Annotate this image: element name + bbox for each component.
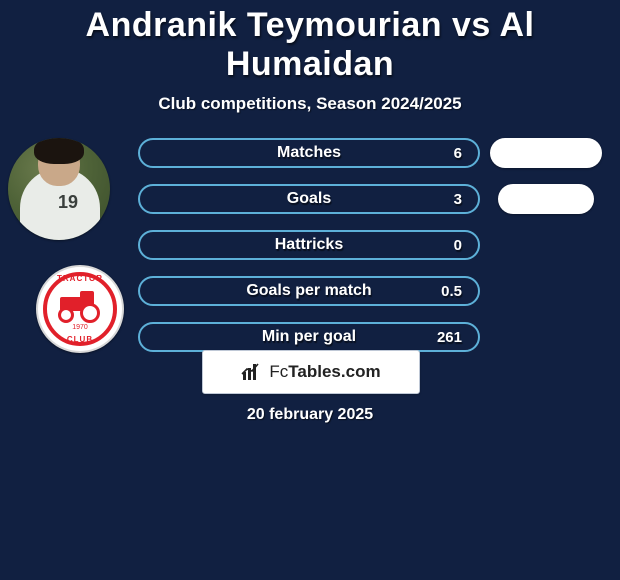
brand-text-rest: Tables.com bbox=[288, 362, 380, 381]
player2-club-badge: TRACTOR 1970 CLUB bbox=[36, 265, 124, 353]
brand-text-fc: Fc bbox=[269, 362, 288, 381]
stat-label: Goals bbox=[140, 186, 478, 212]
stat-row-matches: Matches 6 bbox=[138, 138, 480, 168]
stat-value-left: 0.5 bbox=[441, 278, 462, 304]
stat-value-left: 0 bbox=[454, 232, 462, 258]
badge-top-text: TRACTOR bbox=[38, 274, 122, 283]
stat-value-left: 261 bbox=[437, 324, 462, 350]
brand-text: FcTables.com bbox=[269, 362, 380, 382]
avatars-column: 19 TRACTOR 1970 CLUB bbox=[8, 138, 118, 353]
brand-card: FcTables.com bbox=[202, 350, 420, 394]
badge-bottom-text: CLUB bbox=[38, 335, 122, 344]
comparison-infographic: Andranik Teymourian vs Al Humaidan Club … bbox=[0, 0, 620, 580]
stat-value-left: 6 bbox=[454, 140, 462, 166]
stat-row-hattricks: Hattricks 0 bbox=[138, 230, 480, 260]
player1-hair bbox=[34, 138, 84, 164]
right-pill-matches bbox=[490, 138, 602, 168]
stat-label: Hattricks bbox=[140, 232, 478, 258]
bar-chart-icon bbox=[241, 362, 263, 382]
page-title: Andranik Teymourian vs Al Humaidan bbox=[0, 0, 620, 84]
stat-label: Min per goal bbox=[140, 324, 478, 350]
stat-value-left: 3 bbox=[454, 186, 462, 212]
player1-photo: 19 bbox=[8, 138, 110, 240]
stat-row-min-per-goal: Min per goal 261 bbox=[138, 322, 480, 352]
stat-bars: Matches 6 Goals 3 Hattricks 0 Goals per … bbox=[138, 138, 480, 368]
right-pill-goals bbox=[498, 184, 594, 214]
page-subtitle: Club competitions, Season 2024/2025 bbox=[0, 94, 620, 114]
right-stat-column bbox=[490, 138, 602, 230]
tractor-icon bbox=[60, 293, 100, 321]
stat-row-goals: Goals 3 bbox=[138, 184, 480, 214]
player1-jersey-number: 19 bbox=[58, 192, 78, 213]
stats-body: 19 TRACTOR 1970 CLUB Matches 6 bbox=[0, 142, 620, 382]
date-line: 20 february 2025 bbox=[0, 406, 620, 424]
stat-row-goals-per-match: Goals per match 0.5 bbox=[138, 276, 480, 306]
stat-label: Goals per match bbox=[140, 278, 478, 304]
stat-label: Matches bbox=[140, 140, 478, 166]
badge-year: 1970 bbox=[38, 324, 122, 331]
